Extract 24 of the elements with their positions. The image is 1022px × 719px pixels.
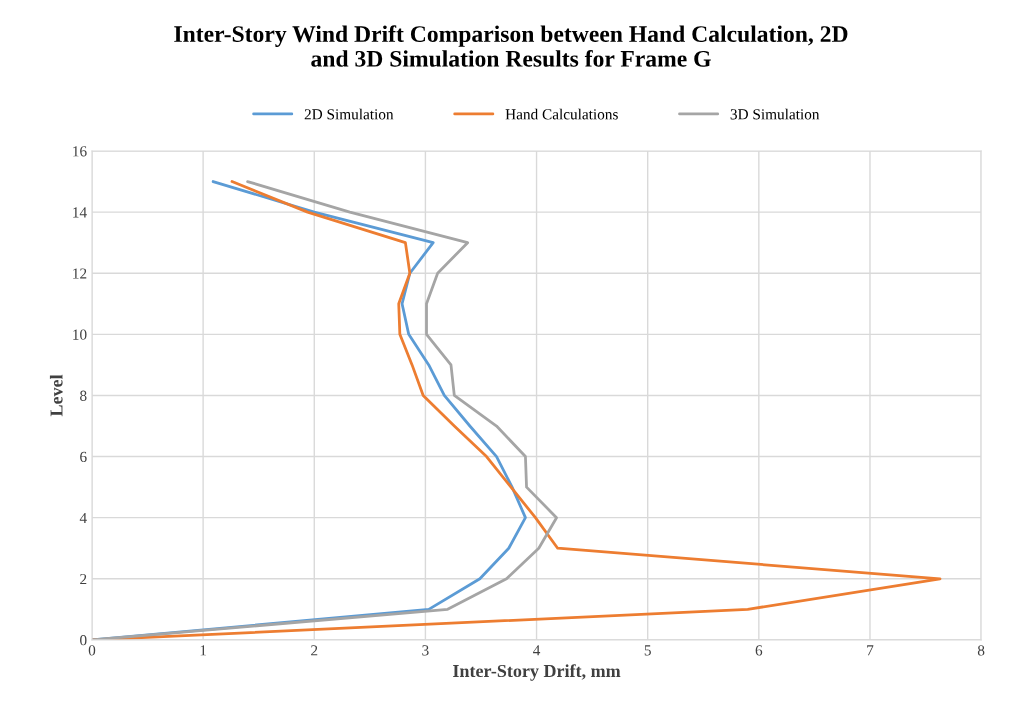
y-tick-label: 8 (80, 390, 87, 401)
x-tick-label: 2 (311, 645, 318, 656)
y-tick-label: 2 (80, 573, 87, 585)
y-tick-label: 10 (73, 329, 87, 340)
legend-label: 2D Simulation (304, 108, 394, 120)
y-tick-label: 14 (73, 207, 87, 218)
x-tick-label: 0 (88, 645, 96, 656)
y-tick-label: 4 (79, 512, 87, 523)
x-tick-label: 8 (977, 645, 985, 656)
x-tick-label: 5 (644, 645, 651, 656)
x-tick-label: 3 (422, 645, 429, 656)
y-tick-label: 16 (73, 146, 87, 157)
y-tick-label: 12 (73, 268, 87, 279)
x-tick-label: 1 (200, 645, 207, 656)
y-tick-label: 0 (80, 635, 87, 646)
legend-label: Hand Calculations (505, 108, 618, 120)
y-tick-label: 6 (80, 451, 87, 463)
x-tick-label: 6 (755, 645, 763, 656)
legend-label: 3D Simulation (730, 108, 820, 120)
x-axis-title: Inter-Story Drift, mm (453, 664, 621, 681)
x-tick-label: 4 (533, 645, 541, 656)
y-axis-title: Level (49, 374, 63, 417)
x-tick-label: 7 (867, 645, 874, 656)
chart-title: Inter-Story Wind Drift Comparison between Hand Calculation, 2D and 3D Simulation Results for Frame G (174, 25, 848, 67)
